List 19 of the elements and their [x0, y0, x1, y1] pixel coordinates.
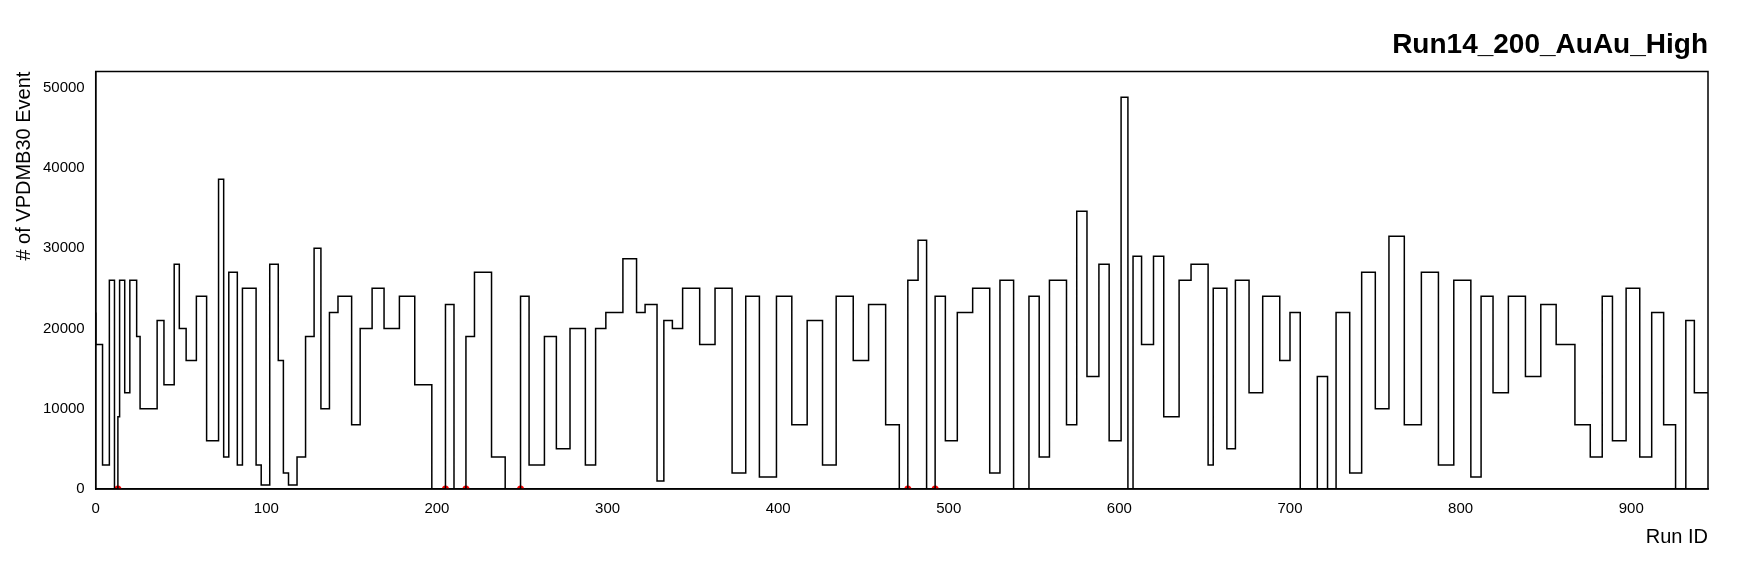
chart-title: Run14_200_AuAu_High — [1392, 27, 1708, 59]
y-axis-title: # of VPDMB30 Event — [11, 71, 34, 261]
y-tick-label: 40000 — [42, 158, 85, 176]
x-tick-label: 0 — [91, 499, 100, 517]
x-tick-label: 300 — [595, 499, 621, 517]
y-tick-label: 50000 — [42, 77, 85, 95]
x-axis-title: Run ID — [1645, 524, 1708, 547]
x-tick-label: 700 — [1277, 499, 1303, 517]
y-tick-label: 30000 — [42, 238, 85, 256]
x-tick-label: 200 — [424, 499, 450, 517]
y-tick-label: 10000 — [42, 398, 85, 416]
x-tick-label: 800 — [1448, 499, 1474, 517]
y-tick-label: 20000 — [42, 318, 85, 336]
x-tick-label: 900 — [1618, 499, 1644, 517]
x-tick-label: 500 — [936, 499, 962, 517]
x-tick-label: 100 — [253, 499, 279, 517]
x-tick-label: 400 — [765, 499, 791, 517]
x-tick-label: 600 — [1106, 499, 1132, 517]
y-tick-label: 0 — [76, 479, 85, 497]
